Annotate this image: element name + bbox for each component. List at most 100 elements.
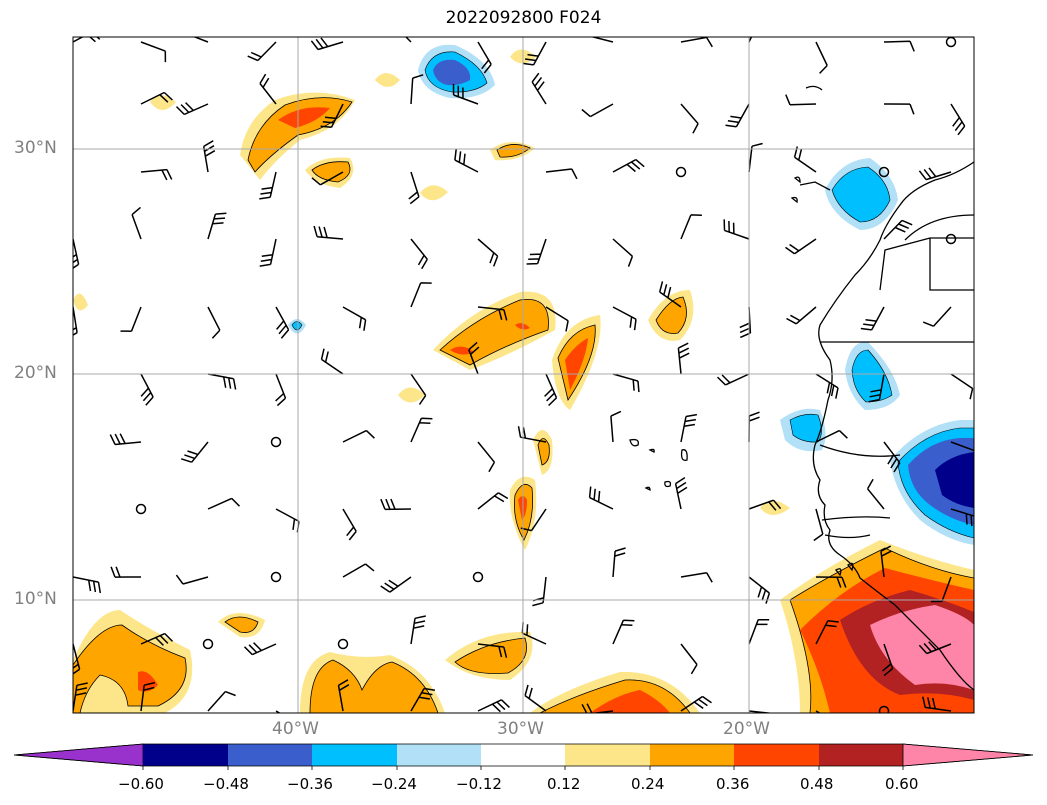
wind-barb <box>477 41 492 74</box>
colorbar <box>13 743 1034 770</box>
wind-barb <box>545 168 578 180</box>
wind-barb <box>680 413 698 443</box>
wind-barb <box>883 40 915 52</box>
wind-barb <box>612 373 640 393</box>
wind-barb <box>739 306 752 339</box>
wind-barb <box>175 574 209 585</box>
gridlines <box>73 37 974 713</box>
colorbar-extend-min <box>13 743 144 767</box>
calm-wind-circle <box>202 638 214 650</box>
wind-barb <box>477 492 509 510</box>
wind-barb <box>748 37 753 43</box>
wind-barb <box>275 373 287 407</box>
colorbar-tick-label: −0.24 <box>371 775 417 793</box>
wind-barb <box>918 167 952 181</box>
calm-wind-circle <box>945 37 957 48</box>
wind-barb <box>680 572 713 583</box>
wind-barb <box>524 684 547 712</box>
wind-barb <box>207 373 237 390</box>
wind-barb <box>207 212 227 240</box>
wind-barb <box>410 417 433 443</box>
wind-barb <box>73 104 74 105</box>
wind-barb <box>680 643 698 675</box>
coastline <box>629 85 974 691</box>
wind-barb <box>408 171 420 205</box>
wind-barb <box>588 486 614 510</box>
wind-barb <box>680 695 712 712</box>
wind-barb <box>813 508 824 542</box>
contour-fill-neg-0p48 <box>935 452 974 508</box>
wind-barb <box>544 373 558 407</box>
colorbar-bin <box>734 744 819 766</box>
wind-barb <box>313 225 344 240</box>
wind-barb <box>207 690 236 712</box>
wind-barb <box>454 149 479 173</box>
wind-barb <box>477 441 496 473</box>
wind-barb <box>73 306 78 336</box>
wind-barb <box>532 576 547 607</box>
wind-barb <box>468 341 480 375</box>
wind-barb <box>785 94 817 106</box>
colorbar-tick-label: 0.36 <box>716 775 750 793</box>
colorbar-bin <box>312 744 397 766</box>
contour-fill-neg-0p24 <box>291 51 974 539</box>
wind-barb <box>410 282 432 308</box>
wind-barb <box>612 158 645 173</box>
wind-barb <box>815 710 822 713</box>
wind-barb <box>140 168 173 181</box>
wind-barb <box>883 219 913 240</box>
wind-barb <box>202 140 216 173</box>
colorbar-bin <box>565 744 650 766</box>
calm-wind-circle <box>270 571 282 583</box>
lon-tick-label: 30°W <box>497 719 544 739</box>
map-frame <box>72 36 975 714</box>
colorbar-tick-label: 0.48 <box>800 775 834 793</box>
wind-barb <box>723 219 750 240</box>
wind-barb <box>680 103 699 134</box>
wind-barb <box>320 348 344 375</box>
wind-barb <box>950 441 974 452</box>
lon-tick-label: 20°W <box>723 719 770 739</box>
wind-barb <box>748 411 760 443</box>
wind-barb <box>140 91 173 105</box>
wind-barb <box>581 103 614 118</box>
wind-barb <box>658 281 682 308</box>
wind-barb <box>259 171 277 200</box>
wind-barb <box>815 576 847 588</box>
wind-barb <box>950 508 974 527</box>
wind-barb <box>882 643 894 677</box>
wind-barb <box>73 576 102 594</box>
wind-barb <box>275 306 290 339</box>
calm-wind-circle <box>337 638 349 650</box>
wind-barb <box>748 576 771 604</box>
wind-barb <box>73 37 105 43</box>
wind-barb <box>73 643 81 675</box>
wind-barb <box>410 373 427 405</box>
lat-tick-label: 20°N <box>14 363 57 383</box>
wind-barb <box>259 238 277 267</box>
wind-barb <box>517 426 547 443</box>
wind-barb <box>612 238 634 267</box>
wind-barb <box>610 410 622 443</box>
lon-tick-label: 40°W <box>272 719 319 739</box>
wind-barb <box>404 37 412 43</box>
wind-barb <box>922 306 952 327</box>
wind-barb <box>930 576 952 603</box>
wind-barb <box>883 103 915 115</box>
calm-wind-circle <box>472 571 484 583</box>
wind-barbs <box>73 37 974 713</box>
wind-barb <box>860 306 885 331</box>
colorbar-tick-label: 0.12 <box>547 775 581 793</box>
calm-wind-circle <box>878 166 890 178</box>
wind-barb <box>342 508 357 541</box>
wind-barb <box>109 433 142 446</box>
wind-barb <box>342 306 367 331</box>
wind-barb <box>311 171 344 186</box>
wind-barb <box>522 41 547 66</box>
wind-barb <box>786 306 817 325</box>
wind-barb <box>192 37 209 43</box>
lat-tick-label: 10°N <box>14 589 57 609</box>
wind-barb <box>815 429 848 443</box>
wind-barb <box>243 642 277 656</box>
wind-barb <box>815 373 839 399</box>
